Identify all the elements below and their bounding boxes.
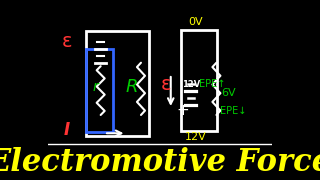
Text: r: r (92, 80, 98, 94)
Text: 12V: 12V (182, 80, 200, 89)
Text: 0V: 0V (188, 17, 203, 27)
Text: I: I (64, 121, 70, 139)
Text: 12V: 12V (185, 132, 206, 142)
Text: R: R (126, 78, 138, 96)
Text: ε: ε (62, 32, 72, 51)
Text: ε: ε (161, 75, 172, 94)
Text: Electromotive Force: Electromotive Force (0, 147, 320, 177)
Text: 6V: 6V (221, 88, 236, 98)
Text: EPE↓: EPE↓ (220, 106, 246, 116)
Text: +: + (177, 103, 189, 118)
Text: EPE↑: EPE↑ (198, 80, 225, 89)
